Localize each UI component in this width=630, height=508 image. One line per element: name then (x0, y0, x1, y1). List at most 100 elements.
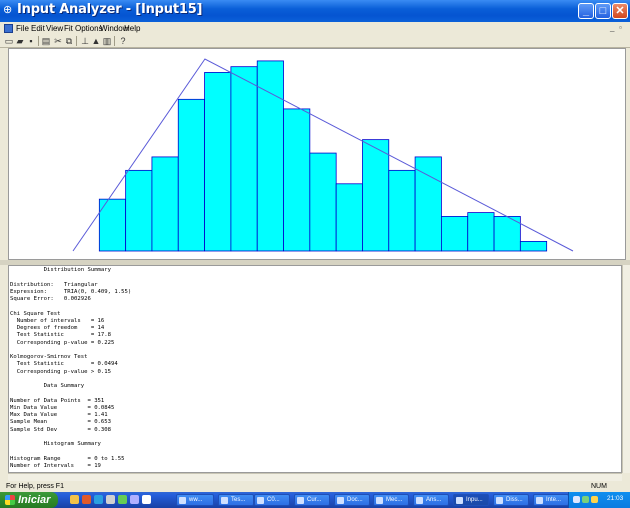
task-app-icon (456, 497, 463, 504)
taskbar: Iniciar ww... Tes... C0... Cur... Doc... Mec.… (0, 492, 630, 508)
fitted-distribution-line (72, 58, 574, 252)
mdi-restore-icon[interactable]: ▫ (619, 23, 622, 32)
save-icon[interactable]: ▪ (29, 36, 33, 46)
quicklaunch-folder-icon[interactable] (70, 495, 79, 504)
histogram-bar (441, 216, 469, 252)
histogram-bar (362, 139, 390, 252)
windows-logo-icon (5, 495, 15, 505)
close-button[interactable]: ✕ (612, 3, 628, 19)
quicklaunch-browser-icon[interactable] (82, 495, 91, 504)
help-icon[interactable]: ? (120, 36, 126, 46)
menu-fit[interactable]: Fit (64, 24, 73, 33)
copy-icon[interactable]: ⧉ (65, 36, 73, 46)
task-label: Doc... (347, 497, 363, 503)
task-label: Cur... (307, 497, 322, 503)
tray-volume-icon[interactable] (591, 496, 598, 503)
start-label: Iniciar (18, 494, 51, 506)
taskbar-task-button[interactable]: Mec... (373, 494, 409, 506)
histogram-bar (98, 198, 127, 252)
histogram-bar (177, 98, 205, 252)
histogram-bar (125, 169, 153, 252)
app-icon: ⊕ (3, 4, 13, 16)
quicklaunch-media-icon[interactable] (118, 495, 127, 504)
taskbar-task-button[interactable]: Ans... (413, 494, 449, 506)
fit-icon[interactable]: ⊥ (81, 36, 89, 46)
system-tray: 21:03 (568, 492, 630, 508)
menu-view[interactable]: View (46, 24, 64, 33)
toolbar: ▭ ▰ ▪ ▤ ✂ ⧉ ⊥ ▲ ▥ ? (0, 35, 630, 48)
taskbar-task-button[interactable]: C0... (254, 494, 290, 506)
task-app-icon (337, 497, 344, 504)
histogram-bar (335, 183, 363, 252)
task-app-icon (416, 497, 423, 504)
task-label: Tes... (231, 497, 246, 503)
task-label: Inte... (546, 497, 562, 503)
task-label: C0... (267, 497, 280, 503)
pane-splitter[interactable] (0, 260, 630, 265)
histogram-bar (283, 108, 311, 252)
quicklaunch-app-icon[interactable] (130, 495, 139, 504)
histogram-bar (230, 66, 258, 252)
quicklaunch-expand-icon[interactable] (142, 495, 151, 504)
histogram-bar (519, 240, 548, 252)
task-app-icon (257, 497, 264, 504)
start-button[interactable]: Iniciar (0, 492, 58, 508)
taskbar-task-button[interactable]: Inpu... (453, 494, 489, 506)
histogram-bar (256, 60, 284, 252)
task-label: Inpu... (466, 497, 483, 503)
status-message: For Help, press F1 (6, 483, 64, 490)
open-icon[interactable]: ▰ (16, 36, 24, 46)
horizontal-scrollbar[interactable] (8, 473, 622, 481)
task-label: Ans... (426, 497, 442, 503)
histogram-plot (8, 48, 626, 260)
chart-icon[interactable]: ▲ (91, 36, 101, 46)
mdi-minimize-icon[interactable]: _ (610, 23, 615, 32)
new-icon[interactable]: ▭ (4, 36, 14, 46)
task-app-icon (376, 497, 383, 504)
tray-network-icon[interactable] (573, 496, 580, 503)
histogram-icon[interactable]: ▥ (102, 36, 112, 46)
window-title: Input Analyzer - [Input15] (17, 2, 203, 17)
menu-window[interactable]: Window (100, 24, 129, 33)
task-app-icon (297, 497, 304, 504)
toolbar-separator (76, 36, 77, 46)
summary-pane: Distribution Summary Distribution: Trian… (8, 265, 622, 473)
tray-security-icon[interactable] (582, 496, 589, 503)
quicklaunch-desktop-icon[interactable] (106, 495, 115, 504)
taskbar-task-button[interactable]: Tes... (218, 494, 254, 506)
maximize-button[interactable]: □ (595, 3, 611, 19)
minimize-button[interactable]: _ (578, 3, 594, 19)
task-app-icon (179, 497, 186, 504)
task-label: Diss... (506, 497, 523, 503)
taskbar-task-button[interactable]: Doc... (334, 494, 370, 506)
title-bar[interactable]: ⊕ Input Analyzer - [Input15] _ □ ✕ (0, 0, 630, 22)
quicklaunch-ie-icon[interactable] (94, 495, 103, 504)
histogram-chart (72, 58, 574, 252)
menu-bar: File Edit View Fit Options Window Help _… (0, 22, 630, 35)
print-icon[interactable]: ▤ (41, 36, 51, 46)
taskbar-task-button[interactable]: Diss... (493, 494, 529, 506)
cut-icon[interactable]: ✂ (54, 36, 62, 46)
task-app-icon (536, 497, 543, 504)
taskbar-task-button[interactable]: Cur... (294, 494, 330, 506)
histogram-bar (309, 152, 337, 252)
taskbar-task-button[interactable]: Inte... (533, 494, 569, 506)
histogram-bar (151, 156, 179, 252)
vertical-scrollbar[interactable] (622, 265, 630, 473)
menu-edit[interactable]: Edit (31, 24, 45, 33)
menu-file[interactable]: File (16, 24, 29, 33)
status-bar: For Help, press F1 NUM (0, 481, 630, 492)
menu-help[interactable]: Help (124, 24, 141, 33)
toolbar-separator (38, 36, 39, 46)
task-app-icon (221, 497, 228, 504)
toolbar-separator (114, 36, 115, 46)
histogram-bar (414, 156, 442, 252)
task-app-icon (496, 497, 503, 504)
document-icon[interactable] (4, 24, 13, 33)
num-lock-indicator: NUM (591, 483, 607, 490)
taskbar-task-button[interactable]: ww... (176, 494, 214, 506)
histogram-bar (388, 169, 416, 252)
task-label: ww... (189, 497, 203, 503)
menu-options[interactable]: Options (75, 24, 103, 33)
